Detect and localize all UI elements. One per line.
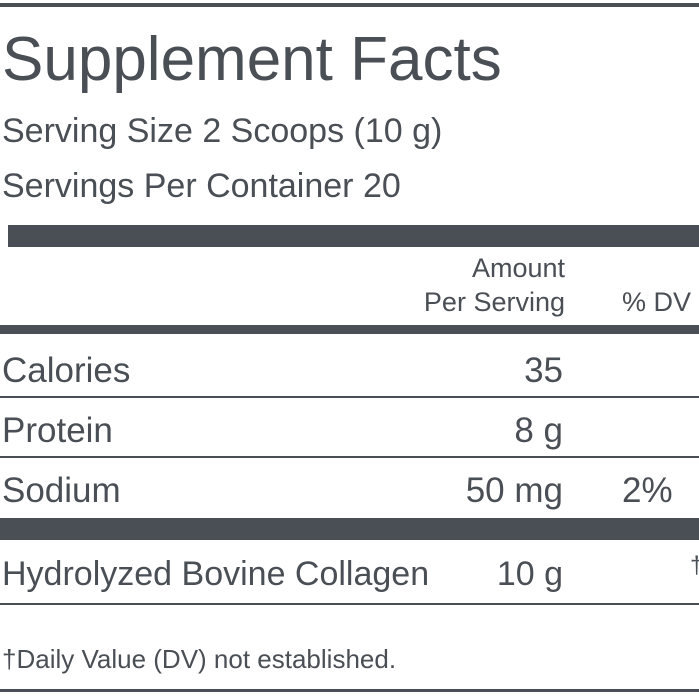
nutrient-dv: 2%: [622, 471, 673, 510]
nutrient-name: Calories: [2, 351, 130, 390]
rows: Calories 35 Protein 8 g Sodium 50 mg 2%: [0, 351, 699, 510]
thin-rule: [0, 456, 699, 458]
medium-bar: [0, 325, 699, 334]
servings-per-container: Servings Per Container 20: [2, 167, 401, 205]
footnote: †Daily Value (DV) not established.: [2, 644, 396, 674]
nutrient-name: Protein: [2, 411, 113, 450]
ingredients: Hydrolyzed Bovine Collagen 10 g †: [2, 552, 699, 593]
column-header: Per Serving: [424, 287, 565, 317]
ingredient-dv: †: [690, 552, 699, 579]
top-rule: [0, 3, 699, 7]
nutrient-amount: 50 mg: [466, 471, 563, 510]
thin-rule: [0, 603, 699, 605]
thick-bar: [8, 225, 699, 247]
bottom-rule: [0, 689, 699, 692]
thin-rule: [0, 396, 699, 398]
column-header: % DV: [622, 287, 691, 317]
ingredient-name: Hydrolyzed Bovine Collagen: [2, 555, 429, 593]
ingredient-amount: 10 g: [497, 555, 563, 593]
nutrient-amount: 8 g: [514, 411, 563, 450]
serving-size: Serving Size 2 Scoops (10 g): [2, 112, 442, 150]
title: Supplement Facts: [2, 25, 502, 94]
column-header: Amount: [472, 253, 566, 283]
nutrient-name: Sodium: [2, 471, 121, 510]
nutrient-amount: 35: [524, 351, 563, 390]
thick-bar: [0, 518, 699, 540]
